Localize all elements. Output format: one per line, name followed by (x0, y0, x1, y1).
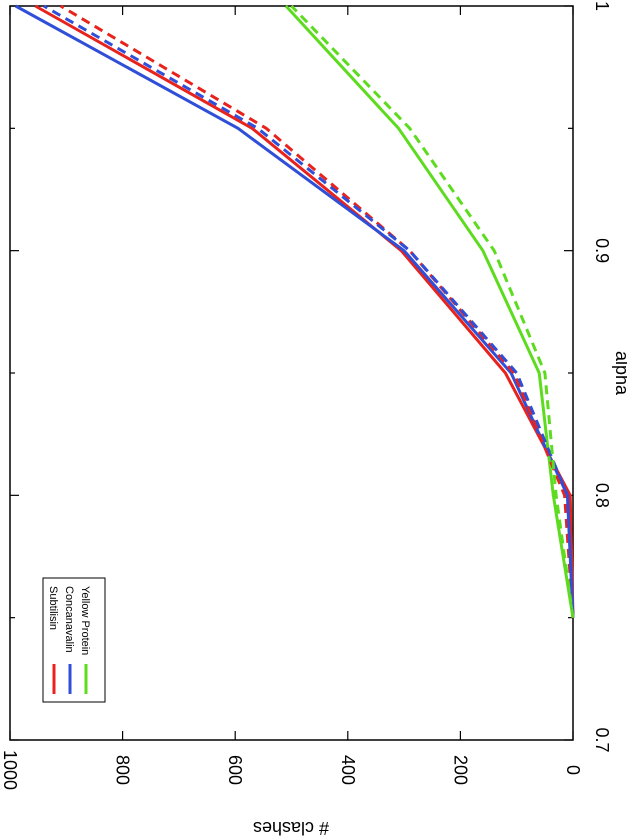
y-axis-label: # clashes (253, 818, 329, 837)
series-line-1-solid (14, 4, 575, 618)
legend: Subtilisin Concanavalin Yellow Protein (42, 577, 106, 703)
series-line-4-dashed (43, 4, 575, 618)
clashes-tick-label: 400 (338, 755, 358, 785)
clashes-tick-label: 600 (225, 755, 245, 785)
x-axis-label: alpha (612, 351, 627, 396)
legend-label: Subtilisin (47, 586, 59, 630)
axis-ticks (9, 5, 574, 741)
clashes-tick-label: 1000 (0, 750, 20, 790)
clashes-tick-label: 200 (450, 755, 470, 785)
series-line-2-solid (284, 4, 575, 618)
clashes-tick-label: 0 (563, 765, 583, 775)
alpha-tick-label: 0.7 (592, 727, 612, 752)
alpha-tick-label: 0.9 (592, 238, 612, 263)
series-line-0-solid (34, 4, 575, 618)
legend-entries: Subtilisin Concanavalin Yellow Protein (47, 586, 91, 694)
alpha-tick-label: 1 (592, 1, 612, 11)
tick-labels: 0.7 0.8 0.9 1 0 200 400 600 800 1000 (0, 1, 612, 790)
clashes-tick-label: 800 (113, 755, 133, 785)
legend-label: Yellow Protein (79, 586, 91, 655)
alpha-tick-label: 0.8 (592, 483, 612, 508)
series-line-3-dashed (59, 4, 575, 618)
legend-label: Concanavalin (63, 586, 75, 653)
series-layer (14, 4, 575, 618)
series-line-5-dashed (290, 4, 575, 618)
